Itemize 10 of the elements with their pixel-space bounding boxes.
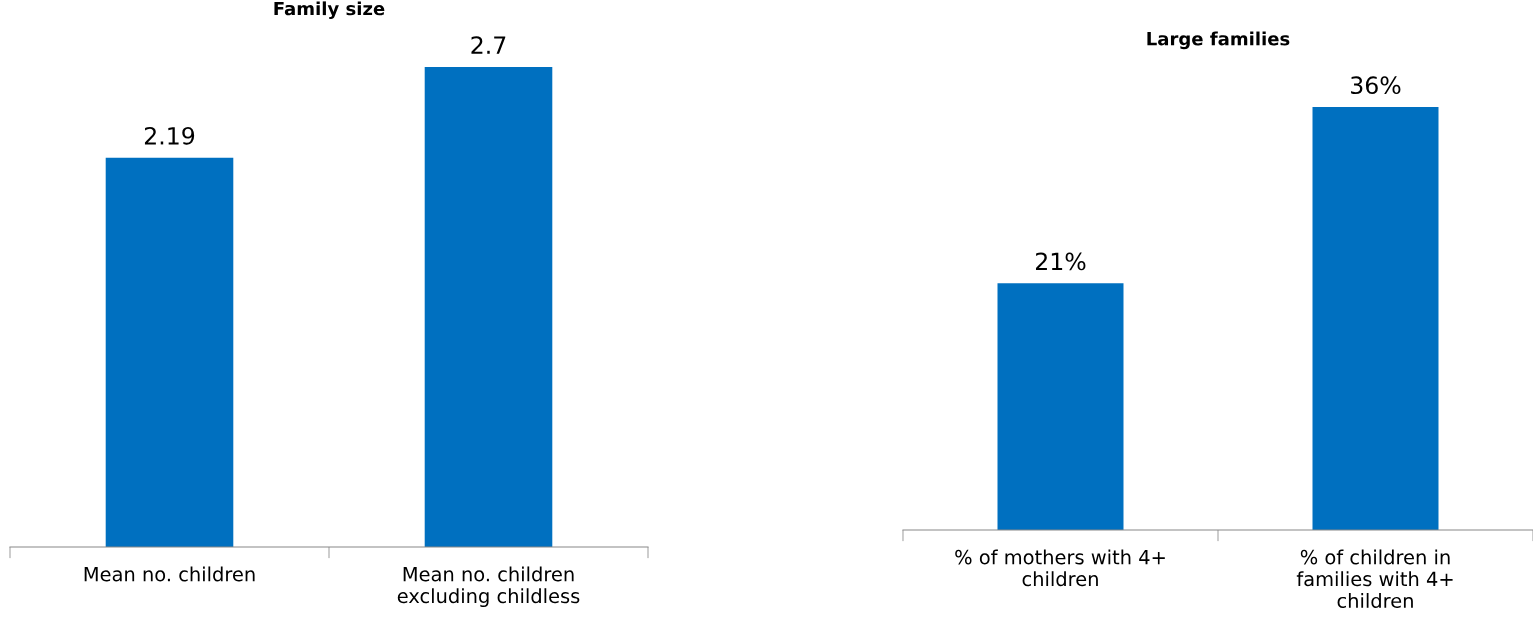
x-tick-label: % of mothers with 4+ children xyxy=(955,549,1165,587)
chart-title: Family size xyxy=(274,1,385,19)
data-label: 2.19 xyxy=(144,126,195,145)
data-label: 36% xyxy=(1351,76,1401,95)
x-tick-label: % of children in families with 4+ children xyxy=(1296,549,1453,609)
data-label: 2.7 xyxy=(471,36,506,54)
chart-title: Large families xyxy=(1147,31,1290,50)
data-label: 21% xyxy=(1035,252,1086,271)
x-tick-label: Mean no. children xyxy=(84,566,255,582)
x-tick-label: Mean no. children excluding childless xyxy=(397,566,580,608)
